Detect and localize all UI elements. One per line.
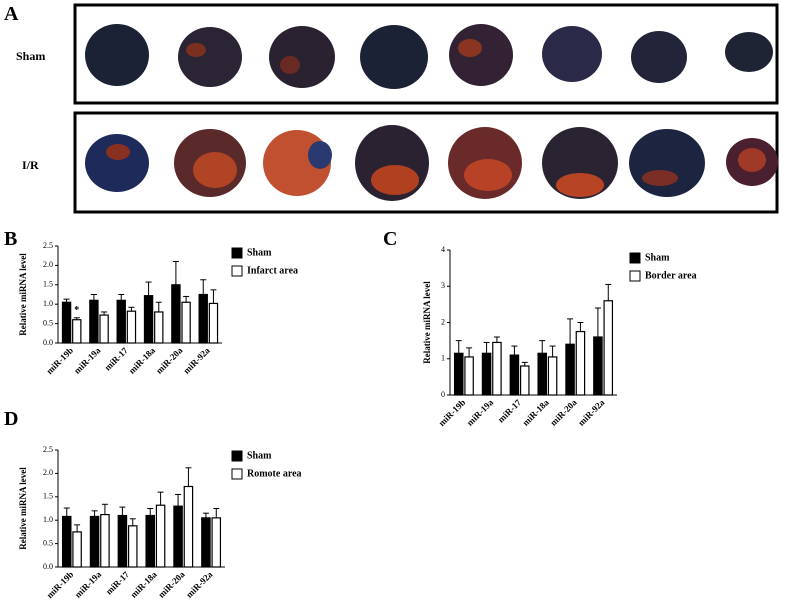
y-tick-label: 0.5 xyxy=(43,538,53,547)
bar xyxy=(99,314,109,344)
bar xyxy=(565,343,575,396)
x-tick-label: miR-17 xyxy=(496,397,524,425)
bar xyxy=(464,356,474,396)
x-tick-label: miR-20a xyxy=(156,569,187,600)
x-tick-label: miR-20a xyxy=(548,397,579,428)
x-tick-label: miR-20a xyxy=(154,345,185,376)
x-tick-label: miR-92a xyxy=(181,345,212,376)
photo-frame xyxy=(73,3,779,105)
bar xyxy=(126,310,137,344)
y-tick-label: 2.0 xyxy=(43,260,53,269)
legend-label: Border area xyxy=(645,270,697,281)
x-tick-label: miR-18a xyxy=(127,345,158,376)
bar xyxy=(72,319,82,344)
bar xyxy=(211,517,222,568)
x-tick-label: miR-19b xyxy=(437,397,468,428)
panel-label: B xyxy=(4,228,17,250)
bar xyxy=(492,341,502,396)
bar xyxy=(603,300,614,396)
bar xyxy=(481,352,492,396)
y-tick-label: 0.5 xyxy=(43,318,53,327)
bar xyxy=(519,365,530,396)
x-tick-label: miR-19a xyxy=(465,397,496,428)
bar xyxy=(593,336,603,396)
legend-label: Sham xyxy=(247,450,272,461)
y-tick-label: 2.5 xyxy=(43,241,53,250)
bar xyxy=(117,514,128,568)
bar xyxy=(198,293,208,344)
y-tick-label: 2.5 xyxy=(43,445,53,454)
bar xyxy=(171,284,181,344)
legend-label: Sham xyxy=(645,252,670,263)
bar xyxy=(89,515,100,568)
x-tick-label: miR-17 xyxy=(104,569,132,597)
x-tick-label: miR-18a xyxy=(128,569,159,600)
y-tick-label: 1.5 xyxy=(43,280,53,289)
legend-swatch xyxy=(629,252,641,264)
y-axis-label: Relative miRNA level xyxy=(18,467,28,550)
legend-swatch xyxy=(231,450,243,462)
y-tick-label: 1.0 xyxy=(43,299,53,308)
legend-swatch xyxy=(629,270,641,282)
bar xyxy=(453,352,464,396)
bar xyxy=(127,525,138,568)
y-tick-label: 2 xyxy=(441,317,445,326)
x-tick-label: miR-92a xyxy=(184,569,215,600)
y-tick-label: 0.0 xyxy=(43,562,53,571)
row-label: I/R xyxy=(22,158,39,172)
x-tick-label: miR-92a xyxy=(576,397,607,428)
y-tick-label: 3 xyxy=(441,281,445,290)
y-tick-label: 0.0 xyxy=(43,338,53,347)
bar xyxy=(181,301,191,344)
y-axis-label: Relative miRNA level xyxy=(18,253,28,336)
legend-label: Romote area xyxy=(247,468,302,479)
bar xyxy=(201,517,211,568)
x-tick-label: miR-18a xyxy=(520,397,551,428)
y-tick-label: 1 xyxy=(441,354,445,363)
bar xyxy=(72,531,82,568)
bar xyxy=(537,352,548,396)
bar xyxy=(61,515,72,568)
bar xyxy=(116,299,126,344)
y-tick-label: 4 xyxy=(441,245,445,254)
heart-slices xyxy=(85,24,778,201)
y-tick-label: 2.0 xyxy=(43,468,53,477)
y-tick-label: 0 xyxy=(441,390,445,399)
panel-label: D xyxy=(4,408,18,430)
y-tick-label: 1.5 xyxy=(43,492,53,501)
annotation: * xyxy=(74,305,79,316)
bar xyxy=(143,295,154,344)
legend-swatch xyxy=(231,265,243,277)
x-tick-label: miR-19a xyxy=(72,345,103,376)
panel-label: A xyxy=(4,3,19,25)
legend-label: Sham xyxy=(247,247,272,258)
x-tick-label: miR-19b xyxy=(44,345,75,376)
bar xyxy=(173,505,183,568)
bar xyxy=(208,302,219,344)
bar xyxy=(575,330,586,396)
y-axis-label: Relative miRNA level xyxy=(422,281,432,364)
bar xyxy=(100,513,110,568)
legend-swatch xyxy=(231,247,243,259)
x-tick-label: miR-19b xyxy=(45,569,76,600)
bar xyxy=(154,311,164,344)
bar xyxy=(145,514,156,568)
legend-swatch xyxy=(231,468,243,480)
bar xyxy=(61,301,72,344)
legend-label: Infarct area xyxy=(247,265,298,276)
panel-label: C xyxy=(383,228,397,250)
y-tick-label: 1.0 xyxy=(43,515,53,524)
row-label: Sham xyxy=(16,49,45,63)
bar xyxy=(547,356,558,396)
bar xyxy=(183,485,194,568)
x-tick-label: miR-19a xyxy=(73,569,104,600)
bar xyxy=(89,299,99,344)
bar xyxy=(155,504,166,568)
bar xyxy=(509,354,520,396)
